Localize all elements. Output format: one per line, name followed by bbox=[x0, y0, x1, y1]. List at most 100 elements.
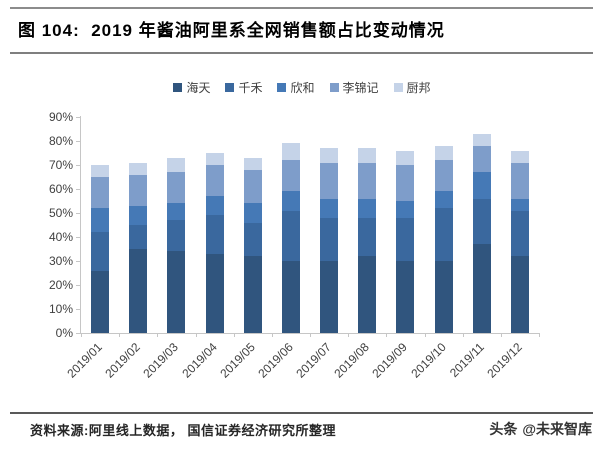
y-axis-tick bbox=[76, 237, 80, 238]
bar-segment bbox=[91, 208, 110, 233]
bar-segment bbox=[243, 157, 262, 170]
y-axis-tick bbox=[76, 189, 80, 190]
x-tick-label: 2019/01 bbox=[64, 340, 105, 381]
x-axis-tick bbox=[195, 333, 197, 337]
x-axis-tick bbox=[233, 333, 235, 337]
bar-segment bbox=[396, 217, 415, 261]
bar-segment bbox=[129, 225, 148, 249]
x-tick-label: 2019/03 bbox=[140, 340, 182, 381]
bar-segment bbox=[358, 217, 377, 257]
y-tick-label: 0% bbox=[55, 326, 73, 340]
legend-item-5: 厨邦 bbox=[393, 79, 431, 96]
legend-label: 千禾 bbox=[238, 81, 263, 95]
x-tick-label: 2019/06 bbox=[255, 340, 296, 381]
legend-swatch-icon bbox=[173, 83, 183, 92]
source-note: 资料来源:阿里线上数据， 国信证券经济研究所整理 bbox=[30, 423, 336, 438]
bar-segment bbox=[510, 150, 529, 163]
y-tick-label: 80% bbox=[48, 134, 73, 148]
x-tick-label: 2019/10 bbox=[407, 340, 449, 381]
bar-segment bbox=[472, 145, 491, 173]
legend-label: 厨邦 bbox=[406, 81, 431, 95]
y-tick-label: 70% bbox=[48, 158, 73, 172]
y-axis-tick bbox=[76, 117, 80, 118]
legend-swatch-icon bbox=[329, 83, 339, 92]
bar-segment bbox=[320, 217, 339, 261]
watermark-handle: @未来智库 bbox=[522, 421, 592, 437]
bar-segment bbox=[205, 165, 224, 197]
bar-segment bbox=[434, 191, 453, 209]
x-tick-label: 2019/07 bbox=[293, 340, 334, 381]
bar-segment bbox=[510, 198, 529, 211]
bar-segment bbox=[205, 215, 224, 254]
y-axis-tick bbox=[76, 141, 80, 142]
toutiao-logo: 头条 bbox=[489, 421, 518, 437]
bar-segment bbox=[243, 203, 262, 223]
bar-segment bbox=[129, 174, 148, 206]
bar-segment bbox=[320, 198, 339, 218]
bar-segment bbox=[91, 165, 110, 177]
bar-segment bbox=[243, 169, 262, 204]
bar-segment bbox=[434, 160, 453, 192]
x-axis-tick bbox=[348, 333, 350, 337]
bar-segment bbox=[510, 210, 529, 257]
x-axis-tick bbox=[462, 333, 464, 337]
x-axis-tick bbox=[271, 333, 273, 337]
bar-segment bbox=[281, 191, 300, 211]
bar-segment bbox=[91, 177, 110, 209]
legend-label: 李锦记 bbox=[342, 81, 379, 95]
y-axis-tick bbox=[76, 333, 80, 334]
bar-segment bbox=[243, 256, 262, 333]
x-axis-tick bbox=[500, 333, 502, 337]
x-tick-label: 2019/05 bbox=[217, 340, 258, 381]
y-axis-tick bbox=[76, 285, 80, 286]
footer-rule bbox=[10, 412, 593, 414]
bar-segment bbox=[205, 153, 224, 165]
bar-segment bbox=[472, 198, 491, 245]
bar-segment bbox=[320, 261, 339, 333]
y-axis-tick bbox=[76, 213, 80, 214]
x-axis-tick bbox=[119, 333, 121, 337]
bar-segment bbox=[358, 256, 377, 333]
bar-segment bbox=[472, 133, 491, 146]
bar-segment bbox=[129, 249, 148, 333]
legend-swatch-icon bbox=[225, 83, 235, 92]
y-axis-tick bbox=[76, 165, 80, 166]
bar-segment bbox=[281, 160, 300, 192]
bar-segment bbox=[167, 203, 186, 221]
y-tick-label: 30% bbox=[48, 254, 73, 268]
legend-label: 海天 bbox=[186, 81, 211, 95]
bar-segment bbox=[358, 162, 377, 199]
legend-swatch-icon bbox=[393, 83, 403, 92]
bar-segment bbox=[358, 148, 377, 163]
y-tick-label: 60% bbox=[48, 182, 73, 196]
bar-segment bbox=[510, 256, 529, 333]
x-tick-label: 2019/12 bbox=[484, 340, 525, 381]
bar-segment bbox=[281, 143, 300, 161]
x-tick-label: 2019/09 bbox=[369, 340, 411, 381]
x-axis-tick bbox=[539, 333, 540, 337]
y-axis-tick bbox=[76, 309, 80, 310]
watermark: 头条 @未来智库 bbox=[489, 419, 592, 439]
bar-segment bbox=[129, 205, 148, 225]
bar-segment bbox=[434, 261, 453, 333]
bar-segment bbox=[205, 196, 224, 216]
bar-segment bbox=[167, 220, 186, 252]
top-rule bbox=[10, 7, 593, 9]
x-tick-label: 2019/11 bbox=[446, 340, 487, 380]
plot-area bbox=[80, 116, 540, 337]
bar-segment bbox=[281, 210, 300, 261]
legend-label: 欣和 bbox=[290, 81, 315, 95]
y-tick-label: 20% bbox=[48, 278, 73, 292]
bar-segment bbox=[434, 208, 453, 261]
bar-segment bbox=[396, 201, 415, 218]
bar-segment bbox=[91, 270, 110, 333]
bar-segment bbox=[167, 172, 186, 204]
title-rule bbox=[10, 52, 593, 54]
bar-segment bbox=[320, 162, 339, 199]
legend-item-1: 海天 bbox=[173, 79, 210, 96]
x-axis-tick bbox=[424, 333, 426, 337]
bar-segment bbox=[396, 165, 415, 201]
legend-item-3: 欣和 bbox=[277, 79, 315, 96]
bar-segment bbox=[510, 162, 529, 199]
bar-segment bbox=[167, 157, 186, 173]
